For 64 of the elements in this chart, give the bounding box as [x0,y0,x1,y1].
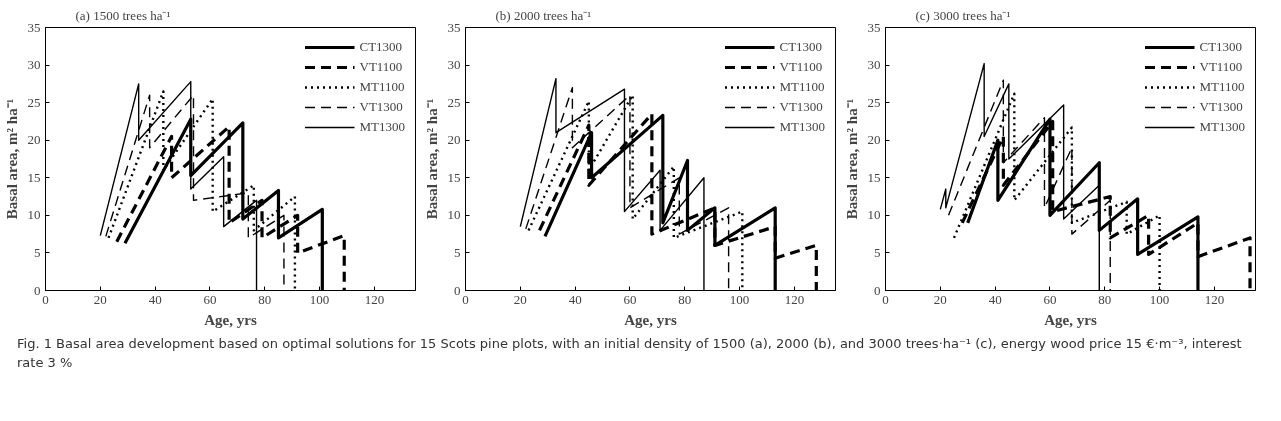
chart-title: (a) 1500 trees ha⁻¹ [75,7,171,23]
y-tick-label: 35 [447,19,461,35]
y-tick-label: 15 [447,169,461,185]
y-tick-label: 25 [447,94,461,110]
legend-label: CT1300 [1199,39,1243,55]
y-tick-label: 30 [867,57,881,73]
caption: Fig. 1 Basal area development based on optimal solutions for 15 Scots pine plots, with an initial density of 1500 (a), 2000 (b), and 3000 trees·ha⁻¹ (c), energy wood price 15 €·m⁻³, interest rate 3 % [17,335,1243,372]
y-tick-label: 5 [34,244,41,260]
legend-label: CT1300 [779,39,823,55]
x-tick-label: 60 [623,291,637,307]
y-axis-title: Basal area, m² ha⁻¹ [3,98,20,220]
legend-label: MT1300 [1199,119,1245,135]
y-tick-label: 35 [27,19,41,35]
x-tick-label: 100 [729,291,750,307]
legend-label: VT1100 [779,59,823,75]
y-tick-label: 15 [27,169,41,185]
x-tick-label: 80 [258,291,272,307]
y-tick-label: 10 [27,207,41,223]
x-tick-label: 120 [784,291,805,307]
y-tick-label: 10 [447,207,461,223]
y-tick-label: 20 [447,132,461,148]
y-tick-label: 5 [454,244,461,260]
x-tick-label: 100 [309,291,330,307]
x-tick-label: 100 [1149,291,1170,307]
x-tick-label: 60 [1043,291,1057,307]
x-axis-title: Age, yrs [204,311,257,328]
y-tick-label: 15 [867,169,881,185]
x-tick-label: 20 [93,291,107,307]
x-tick-label: 120 [1204,291,1225,307]
y-tick-label: 30 [27,57,41,73]
legend-label: MT1100 [779,79,825,95]
y-tick-label: 25 [867,94,881,110]
x-tick-label: 120 [364,291,385,307]
legend-label: VT1100 [1199,59,1243,75]
x-axis-title: Age, yrs [624,311,677,328]
legend-label: MT1300 [779,119,825,135]
legend-label: MT1300 [359,119,405,135]
y-tick-label: 35 [867,19,881,35]
x-tick-label: 20 [513,291,527,307]
x-tick-label: 20 [933,291,947,307]
y-tick-label: 10 [867,207,881,223]
y-tick-label: 30 [447,57,461,73]
legend-label: VT1300 [779,99,823,115]
legend-label: CT1300 [359,39,403,55]
y-axis-title: Basal area, m² ha⁻¹ [843,98,860,220]
legend-label: MT1100 [1199,79,1245,95]
x-tick-label: 80 [678,291,692,307]
legend-label: VT1100 [359,59,403,75]
y-tick-label: 25 [27,94,41,110]
y-axis-title: Basal area, m² ha⁻¹ [423,98,440,220]
legend-label: VT1300 [1199,99,1243,115]
x-tick-label: 40 [148,291,162,307]
x-tick-label: 40 [568,291,582,307]
legend-label: MT1100 [359,79,405,95]
x-tick-label: 40 [988,291,1002,307]
legend-label: VT1300 [359,99,403,115]
chart-title: (c) 3000 trees ha⁻¹ [915,7,1011,23]
x-tick-label: 60 [203,291,217,307]
chart-title: (b) 2000 trees ha⁻¹ [495,7,592,23]
y-tick-label: 5 [874,244,881,260]
x-axis-title: Age, yrs [1044,311,1097,328]
y-tick-label: 20 [27,132,41,148]
y-tick-label: 20 [867,132,881,148]
x-tick-label: 80 [1098,291,1112,307]
